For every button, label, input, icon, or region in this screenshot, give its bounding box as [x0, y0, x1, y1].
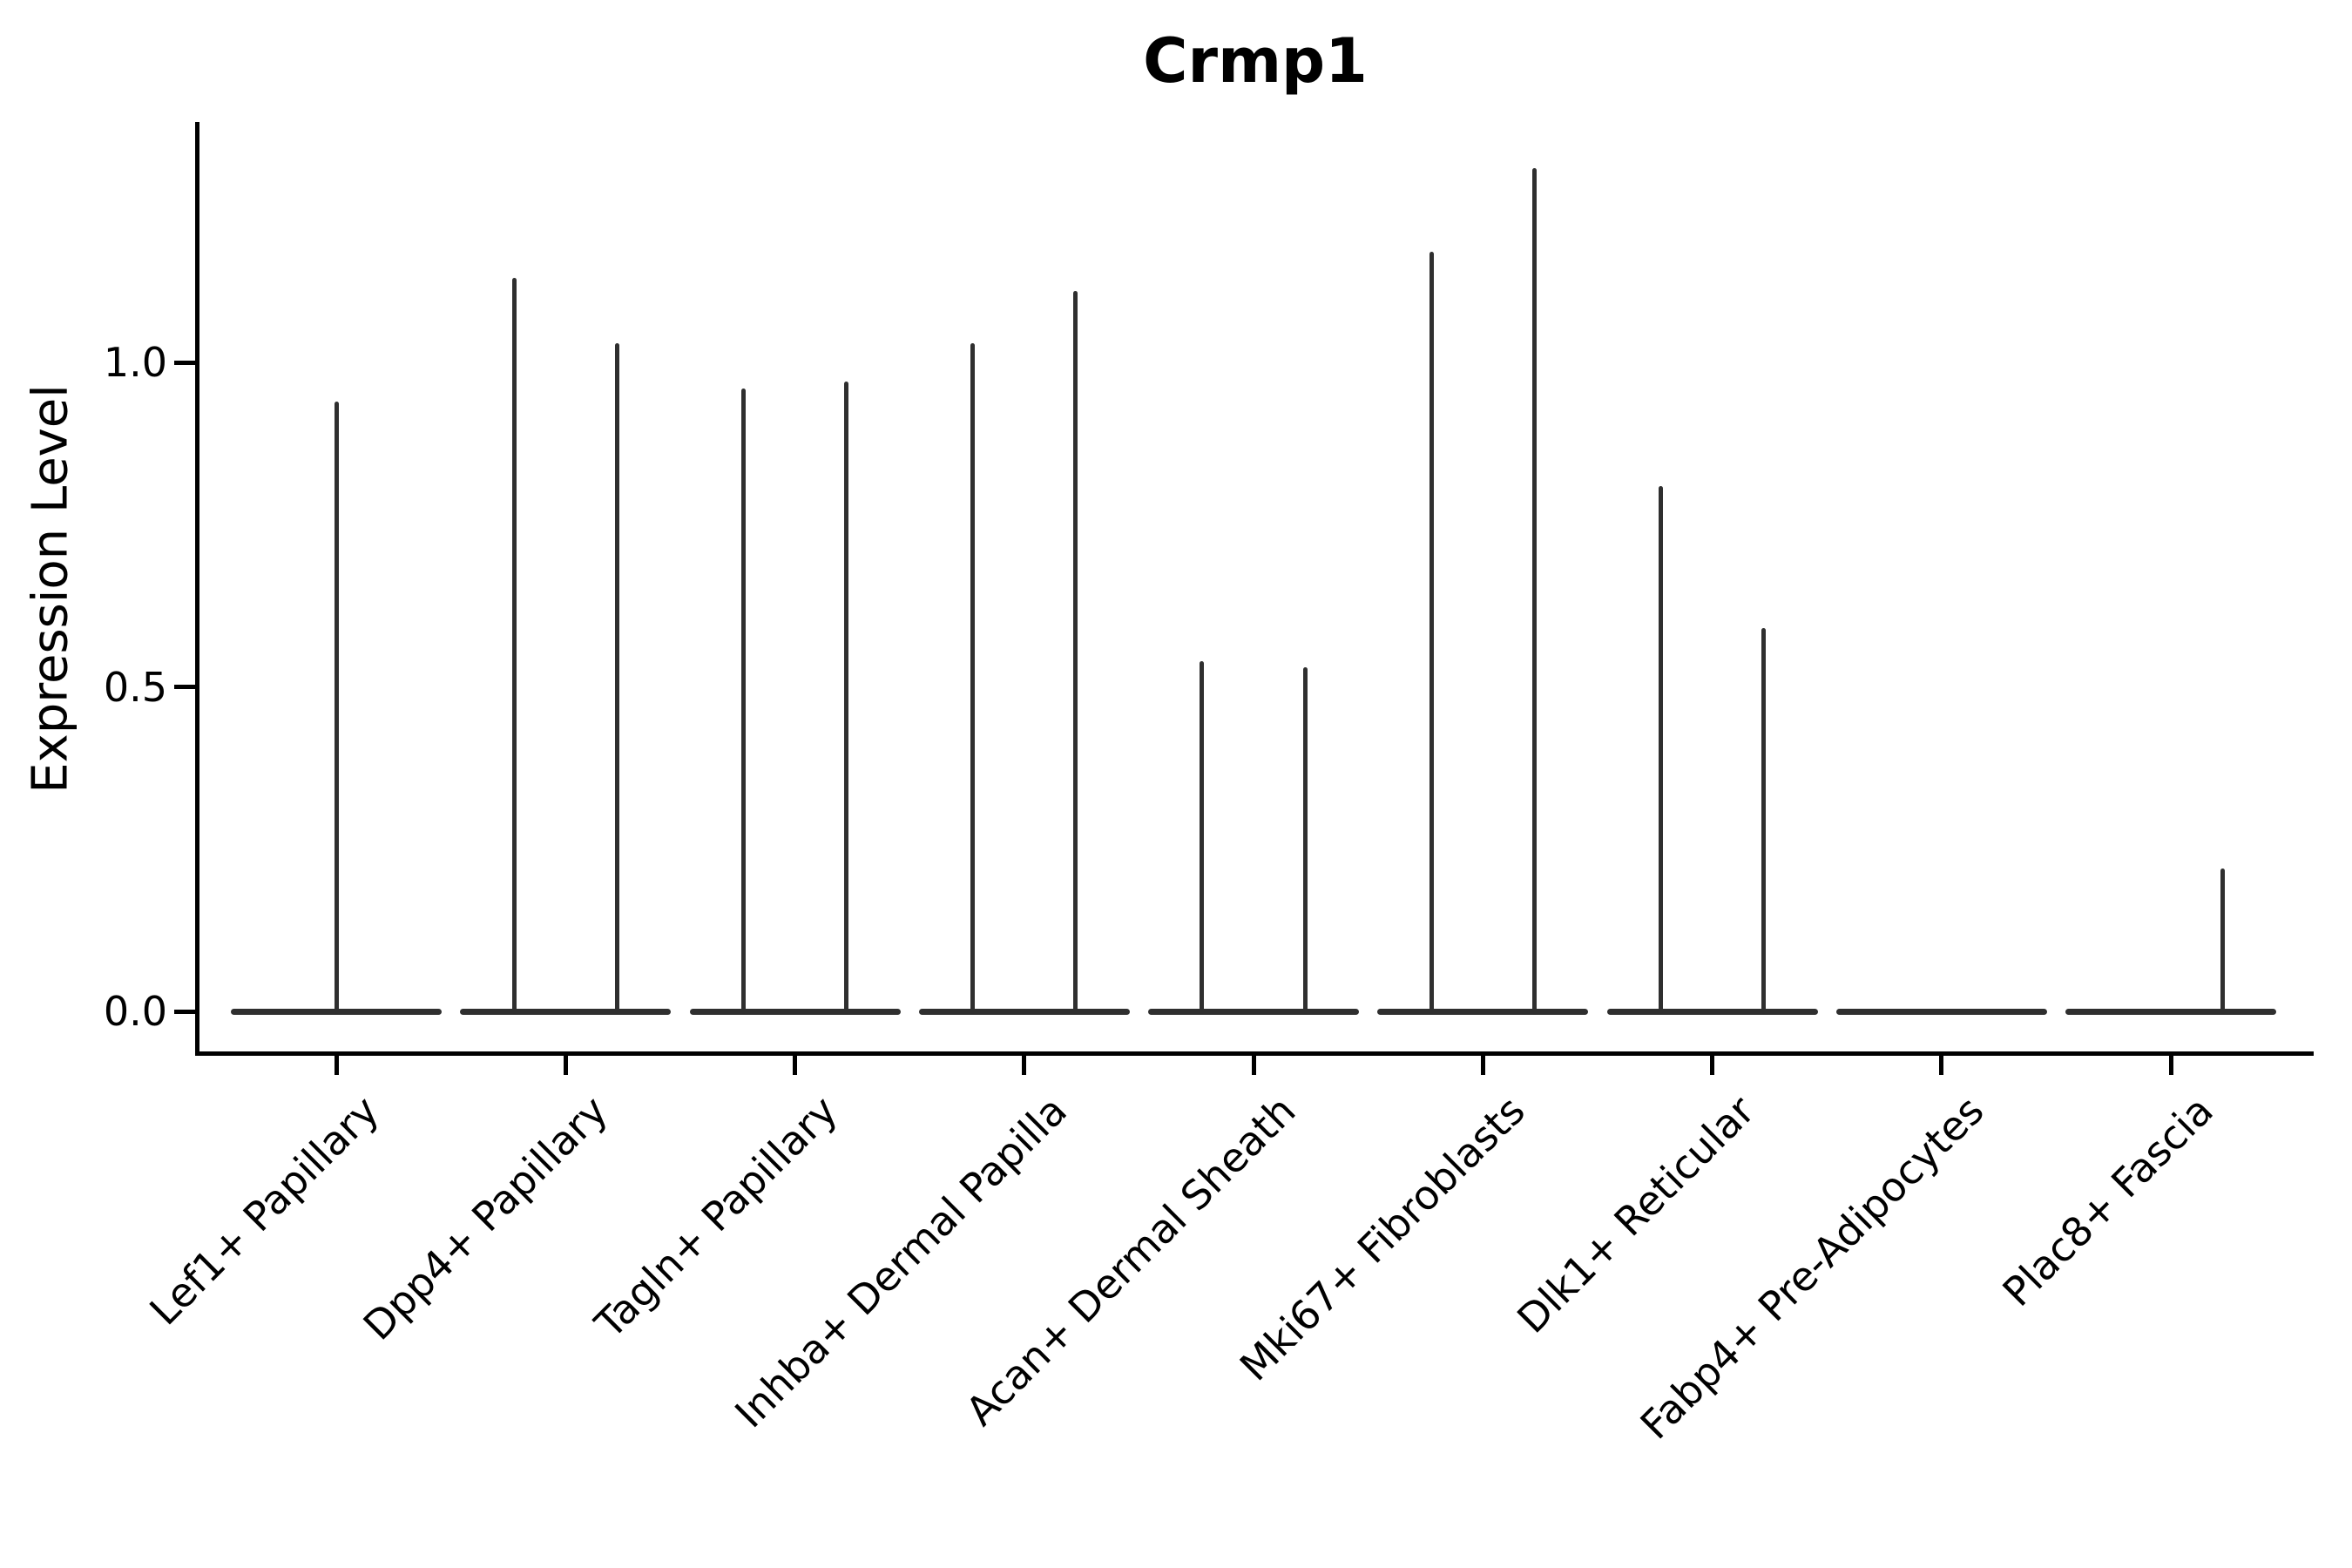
- violin-body: [1148, 1008, 1359, 1015]
- x-tick-label: Dpp4+ Papillary: [354, 1086, 618, 1349]
- violin-spike: [970, 342, 976, 1015]
- y-tick-label: 1.0: [103, 339, 167, 386]
- x-tick-label: Plac8+ Fascia: [1993, 1086, 2222, 1315]
- y-tick-mark: [173, 685, 195, 689]
- x-axis-spine: [194, 1051, 2314, 1056]
- violin-spike: [1531, 167, 1537, 1015]
- plot-title: Crmp1: [1143, 25, 1368, 97]
- violin-spike: [1658, 485, 1663, 1015]
- y-tick-mark: [173, 360, 195, 365]
- x-tick-mark: [1251, 1055, 1256, 1075]
- x-tick-mark: [1710, 1055, 1714, 1075]
- y-axis-label: Expression Level: [22, 384, 79, 794]
- violin-spike: [1429, 252, 1434, 1015]
- y-axis-spine: [194, 122, 199, 1056]
- violin-spike: [614, 342, 619, 1015]
- violin-spike: [1761, 628, 1767, 1015]
- violin-spike: [1200, 660, 1205, 1015]
- x-tick-mark: [2168, 1055, 2173, 1075]
- violin-body: [1835, 1008, 2047, 1015]
- violin-body: [689, 1008, 901, 1015]
- violin-spike: [1302, 667, 1308, 1015]
- x-tick-label: Lef1+ Papillary: [139, 1086, 388, 1335]
- violin-spike: [1073, 291, 1078, 1015]
- y-tick-label: 0.5: [103, 663, 167, 711]
- x-tick-mark: [563, 1055, 568, 1075]
- x-tick-label: Tagln+ Papillary: [585, 1086, 847, 1348]
- x-tick-mark: [334, 1055, 339, 1075]
- violin-body: [918, 1008, 1130, 1015]
- x-tick-mark: [1022, 1055, 1027, 1075]
- violin-spike: [334, 401, 339, 1015]
- y-tick-mark: [173, 1009, 195, 1014]
- x-tick-mark: [793, 1055, 797, 1075]
- violin-body: [2065, 1008, 2276, 1015]
- violin-body: [1606, 1008, 1818, 1015]
- x-tick-mark: [1480, 1055, 1485, 1075]
- x-tick-mark: [1939, 1055, 1944, 1075]
- x-tick-label: Dlk1+ Reticular: [1508, 1086, 1764, 1342]
- violin-spike: [511, 278, 517, 1015]
- violin-spike: [2220, 868, 2225, 1015]
- y-tick-label: 0.0: [103, 988, 167, 1035]
- violin-body: [460, 1008, 672, 1015]
- violin-spike: [740, 388, 746, 1015]
- violin-body: [1377, 1008, 1589, 1015]
- violin-spike: [844, 382, 849, 1015]
